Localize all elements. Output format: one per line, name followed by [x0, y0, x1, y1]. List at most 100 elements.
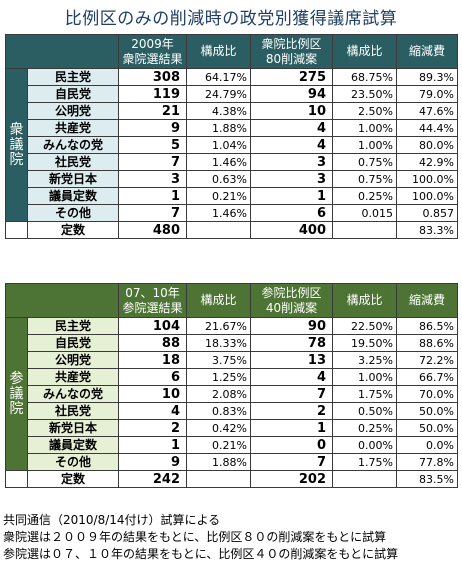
page-title: 比例区のみの削減時の政党別獲得議席試算 — [64, 9, 398, 29]
seats-cell: 5 — [118, 136, 187, 154]
table-row: 共産党 9 1.88% 4 1.00% 44.4% — [6, 119, 458, 137]
new-seats-cell: 0 — [250, 436, 333, 454]
party-name-cell: みんなの党 — [27, 136, 119, 154]
seats-cell: 2 — [118, 419, 187, 437]
column-header: 構成比 — [186, 283, 251, 318]
new-share-cell: 19.50% — [332, 334, 397, 352]
new-seats-cell: 3 — [250, 170, 333, 188]
party-name-cell: 社民党 — [27, 153, 119, 171]
table-row: 社民党 7 1.46% 3 0.75% 42.9% — [6, 153, 458, 171]
new-share-cell: 0.25% — [332, 187, 397, 205]
seats-cell: 10 — [118, 385, 187, 403]
new-seats-cell: 4 — [250, 119, 333, 137]
table-row: 自民党 88 18.33% 78 19.50% 88.6% — [6, 334, 458, 352]
table-row: 参議院民主党 104 21.67% 90 22.50% 86.5% — [5, 317, 458, 471]
share-cell: 0.63% — [186, 170, 251, 188]
share-cell: 0.83% — [186, 402, 251, 420]
new-share-cell: 0.015 — [332, 204, 397, 222]
column-header: 2009年 衆院選結果 — [118, 34, 187, 69]
column-header: 参院比例区 40削減案 — [250, 283, 333, 318]
new-seats-cell: 1 — [250, 187, 333, 205]
new-share-cell: 1.75% — [332, 385, 397, 403]
new-seats-cell: 94 — [250, 85, 333, 103]
new-seats-cell: 275 — [250, 68, 333, 86]
new-seats-cell: 4 — [250, 136, 333, 154]
column-header: 縮減費 — [396, 283, 458, 318]
table-row: 公明党 18 3.75% 13 3.25% 72.2% — [6, 351, 458, 369]
party-name-cell: 共産党 — [27, 368, 119, 386]
house-of-representatives-table: 2009年 衆院選結果 構成比 衆院比例区 80削減案 構成比 縮減費衆議院民主党 308 64… — [5, 34, 458, 239]
party-name-cell: その他 — [27, 204, 119, 222]
column-header-line: 80削減案 — [265, 51, 318, 66]
reduction-ratio-cell: 86.5% — [396, 317, 458, 335]
reduction-ratio-cell: 72.2% — [396, 351, 458, 369]
reduction-ratio-cell: 88.6% — [396, 334, 458, 352]
table-row: 公明党 21 4.38% 10 2.50% 47.6% — [6, 102, 458, 120]
reduction-ratio-cell: 66.7% — [396, 368, 458, 386]
reduction-ratio-cell: 50.0% — [396, 419, 458, 437]
column-header: 構成比 — [332, 283, 397, 318]
new-seats-cell: 10 — [250, 102, 333, 120]
seats-cell: 119 — [118, 85, 187, 103]
reduction-ratio-cell: 42.9% — [396, 153, 458, 171]
party-name-cell: 自民党 — [27, 85, 119, 103]
table-row: 衆議院民主党 308 64.17% 275 68.75% 89.3% — [5, 68, 458, 222]
total-blank — [186, 470, 251, 488]
note-line: 共同通信（2010/8/14付け）試算による — [3, 513, 221, 527]
table-row: 議員定数 1 0.21% 0 0.00% 0.0% — [6, 436, 458, 454]
seats-cell: 9 — [118, 453, 187, 471]
new-seats-cell: 13 — [250, 351, 333, 369]
note-line: 参院選は０７、１０年の結果をもとに、比例区４０の削減案をもとに試算 — [3, 547, 399, 561]
total-blank — [186, 221, 251, 239]
new-seats-cell: 78 — [250, 334, 333, 352]
new-seats-cell: 3 — [250, 153, 333, 171]
new-share-cell: 1.75% — [332, 453, 397, 471]
reduction-ratio-cell: 50.0% — [396, 402, 458, 420]
column-header-line: 衆院比例区 — [261, 36, 322, 51]
seats-cell: 1 — [118, 436, 187, 454]
column-header-line: 参院選結果 — [122, 300, 183, 315]
new-seats-cell: 6 — [250, 204, 333, 222]
table-row: 新党日本 3 0.63% 3 0.75% 100.0% — [6, 170, 458, 188]
party-name-cell: その他 — [27, 453, 119, 471]
reduction-ratio-cell: 44.4% — [396, 119, 458, 137]
table-row: 共産党 6 1.25% 4 1.00% 66.7% — [6, 368, 458, 386]
column-header-line: 構成比 — [200, 293, 237, 307]
column-header-line: 参院比例区 — [261, 285, 322, 300]
share-cell: 21.67% — [186, 317, 251, 335]
table-row: その他 9 1.88% 7 1.75% 77.8% — [6, 453, 458, 471]
column-header-line: 縮減費 — [408, 293, 445, 307]
share-cell: 2.08% — [186, 385, 251, 403]
share-cell: 1.46% — [186, 153, 251, 171]
share-cell: 1.88% — [186, 119, 251, 137]
new-share-cell: 0.00% — [332, 436, 397, 454]
total-blank — [332, 221, 397, 239]
new-share-cell: 0.75% — [332, 170, 397, 188]
seats-cell: 6 — [118, 368, 187, 386]
total-new-seats: 202 — [250, 470, 333, 488]
share-cell: 1.46% — [186, 204, 251, 222]
reduction-ratio-cell: 70.0% — [396, 385, 458, 403]
seats-cell: 7 — [118, 153, 187, 171]
table-row: その他 7 1.46% 6 0.015 0.857 — [6, 204, 458, 222]
new-seats-cell: 7 — [250, 385, 333, 403]
total-blank — [5, 470, 28, 488]
column-header: 縮減費 — [396, 34, 458, 69]
share-cell: 4.38% — [186, 102, 251, 120]
table-row: 自民党 119 24.79% 94 23.50% 79.0% — [6, 85, 458, 103]
new-share-cell: 1.00% — [332, 119, 397, 137]
party-name-cell: 社民党 — [27, 402, 119, 420]
party-name-cell: 自民党 — [27, 334, 119, 352]
share-cell: 18.33% — [186, 334, 251, 352]
new-seats-cell: 7 — [250, 453, 333, 471]
reduction-ratio-cell: 0.857 — [396, 204, 458, 222]
table-row: みんなの党 10 2.08% 7 1.75% 70.0% — [6, 385, 458, 403]
share-cell: 1.25% — [186, 368, 251, 386]
new-share-cell: 2.50% — [332, 102, 397, 120]
seats-cell: 3 — [118, 170, 187, 188]
party-name-cell: 新党日本 — [27, 419, 119, 437]
party-name-cell: 公明党 — [27, 102, 119, 120]
party-name-cell: 議員定数 — [27, 187, 119, 205]
table-row: 新党日本 2 0.42% 1 0.25% 50.0% — [6, 419, 458, 437]
party-name-cell: 議員定数 — [27, 436, 119, 454]
